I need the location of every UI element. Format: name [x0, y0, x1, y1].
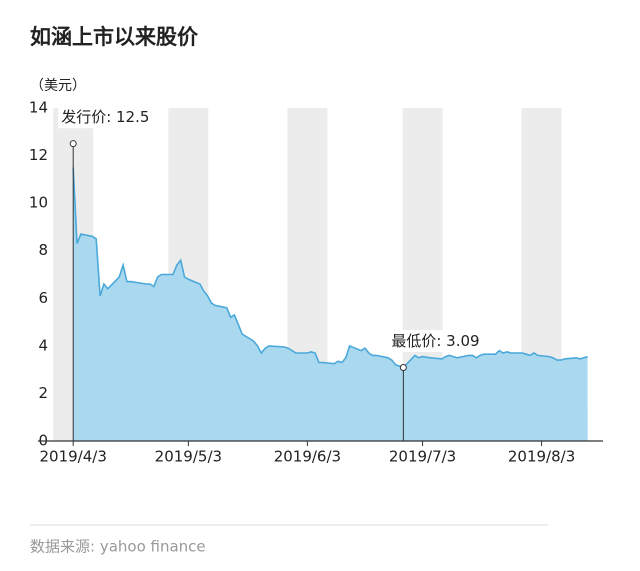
- annotation-label: 发行价: 12.5: [61, 108, 149, 126]
- annotation-bg: [388, 330, 483, 353]
- y-tick-label: 14: [29, 99, 48, 117]
- annotation-marker: [399, 364, 407, 372]
- x-tick-label: 2019/8/3: [508, 448, 575, 466]
- line: [72, 167, 588, 369]
- area: [73, 167, 588, 441]
- annotation-marker: [69, 140, 77, 148]
- y-tick-label: 8: [38, 241, 48, 259]
- y-tick-label: 2: [38, 384, 48, 402]
- source: 数据来源: yahoo finance: [30, 538, 206, 556]
- chart-title: 如涵上市以来股价: [30, 25, 199, 49]
- y-tick-label: 6: [38, 289, 48, 307]
- annotation-label: 最低价: 3.09: [391, 332, 479, 350]
- x-tick-label: 2019/6/3: [274, 448, 341, 466]
- y-tick-label: 12: [29, 146, 48, 164]
- x-tick-label: 2019/7/3: [389, 448, 456, 466]
- x-tick-label: 2019/5/3: [155, 448, 222, 466]
- y-tick-label: 4: [38, 336, 48, 354]
- y-tick-label: 10: [29, 194, 48, 212]
- x-tick-label: 2019/4/3: [40, 448, 107, 466]
- annotation-bg: [58, 106, 153, 129]
- y-axis-label: （美元）: [30, 78, 86, 94]
